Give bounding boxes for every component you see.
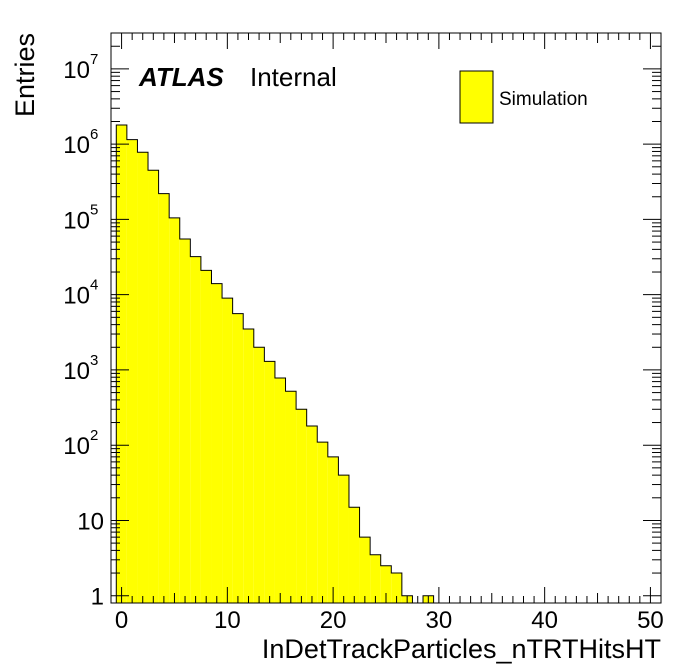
histogram-bars	[115, 124, 435, 604]
x-tick-label: 50	[637, 607, 664, 634]
histogram-bin	[169, 217, 180, 604]
y-tick-exponent: 6	[90, 126, 98, 143]
y-tick-label: 10	[63, 132, 90, 159]
histogram-outline	[115, 124, 413, 603]
x-tick-labels: 0 10 20 30 40 50	[115, 607, 664, 634]
histogram-bin	[190, 256, 201, 603]
y-tick-exponent: 4	[90, 277, 98, 294]
histogram-bin	[232, 313, 244, 603]
internal-label: Internal	[250, 62, 337, 92]
y-tick-exponent: 7	[90, 51, 98, 68]
histogram-bin	[116, 124, 127, 603]
atlas-label: ATLAS	[138, 62, 224, 92]
x-tick-label: 10	[214, 607, 241, 634]
y-tick-label: 10	[63, 57, 90, 84]
y-tick-exponent: 2	[90, 427, 98, 444]
x-tick-label: 30	[426, 607, 453, 634]
histogram-bin	[327, 456, 339, 603]
histogram-bin	[285, 391, 297, 603]
histogram-bin	[380, 565, 392, 603]
y-tick-label: 1	[91, 584, 104, 611]
histogram-bin	[391, 573, 402, 603]
histogram-outline	[422, 595, 435, 603]
histogram-bin	[126, 139, 138, 603]
legend-swatch	[459, 70, 494, 124]
y-tick-exponent: 5	[90, 201, 98, 218]
y-tick-label: 10	[63, 358, 90, 385]
x-tick-label: 0	[115, 607, 128, 634]
y-tick-label: 10	[63, 207, 90, 234]
histogram-bin	[370, 554, 381, 603]
histogram-bin	[359, 537, 371, 603]
x-axis-title: InDetTrackParticles_nTRTHitsHT	[262, 634, 661, 664]
histogram-bin	[306, 425, 318, 603]
y-axis-title: Entries	[10, 33, 40, 117]
y-tick-exponent: 3	[90, 352, 98, 369]
histogram-bin	[179, 238, 191, 604]
histogram-bin	[211, 283, 223, 603]
histogram-bin	[338, 475, 349, 603]
histogram-bin	[148, 170, 159, 603]
histogram-bin	[222, 298, 233, 603]
y-tick-label: 10	[63, 283, 90, 310]
histogram-bin	[253, 347, 265, 603]
x-tick-label: 40	[531, 607, 558, 634]
histogram-bin	[137, 152, 149, 603]
histogram-bin	[348, 507, 360, 603]
histogram-bin	[264, 361, 275, 603]
histogram-bin	[274, 378, 286, 603]
histogram-bin	[243, 328, 254, 603]
histogram-bin	[296, 409, 307, 603]
y-tick-label: 10	[63, 433, 90, 460]
y-tick-label: 10	[77, 508, 104, 535]
histogram-bin	[317, 442, 328, 603]
histogram-bin	[200, 270, 212, 603]
axis-ticks	[111, 32, 661, 603]
legend-label: Simulation	[499, 89, 588, 110]
x-tick-label: 20	[320, 607, 347, 634]
histogram-bin	[158, 193, 170, 604]
